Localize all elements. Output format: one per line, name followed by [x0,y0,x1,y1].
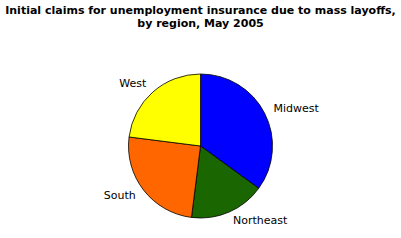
slice-label: Midwest [274,102,320,115]
slice-label: West [119,77,147,90]
chart: Initial claims for unemployment insuranc… [0,0,401,238]
title-line: Initial claims for unemployment insuranc… [5,4,396,17]
slice [129,137,201,217]
slice [191,146,258,218]
slice-label: South [104,189,136,202]
pie [129,74,273,218]
title-line: by region, May 2005 [137,17,263,30]
slice-labels: Midwest Northeast South West [104,77,320,227]
title: Initial claims for unemployment insuranc… [5,4,396,30]
slice-label: Northeast [233,214,288,227]
